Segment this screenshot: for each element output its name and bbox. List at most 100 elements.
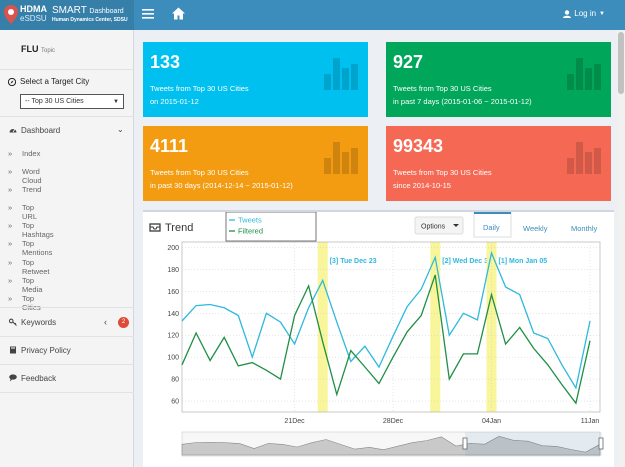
navigator-handle-left[interactable] <box>462 437 468 450</box>
sidebar-item-keywords[interactable]: Keywords ‹ <box>0 317 134 330</box>
x-tick-label: 11Jan <box>581 418 600 425</box>
bar-chart-icon <box>567 142 601 174</box>
tab-daily-label: Daily <box>483 223 500 232</box>
page-scrollbar[interactable] <box>617 30 625 467</box>
stat-box-month: 4111 Tweets from Top 30 US Cities in pas… <box>143 126 368 201</box>
book-icon <box>8 346 18 356</box>
map-pin-icon <box>4 5 18 24</box>
compass-icon <box>8 77 16 86</box>
highlight-label: [1] Mon Jan 05 <box>499 258 548 265</box>
city-select[interactable]: -- Top 30 US Cities ▼ <box>20 94 124 109</box>
navigator-handle-right[interactable] <box>598 437 604 450</box>
dashboard-icon <box>8 126 18 136</box>
y-tick-label: 120 <box>167 333 179 340</box>
caret-down-icon <box>453 224 459 227</box>
divider <box>0 364 134 365</box>
login-button[interactable]: Log in ▼ <box>563 9 605 18</box>
x-tick-label: 04Jan <box>482 418 501 425</box>
sidebar-item-privacy[interactable]: Privacy Policy <box>0 346 134 358</box>
stat-label: Tweets from Top 30 US Cities <box>393 84 492 93</box>
stat-period: in past 7 days (2015-01-06 ~ 2015-01-12) <box>393 97 532 106</box>
y-tick-label: 200 <box>167 245 179 252</box>
legend-label: Tweets <box>238 216 262 225</box>
angle-double-right-icon: » <box>8 276 13 285</box>
tab-weekly[interactable]: Weekly <box>523 224 548 233</box>
y-tick-label: 100 <box>167 355 179 362</box>
stat-label: Tweets from Top 30 US Cities <box>393 168 492 177</box>
sidebar: FLU Topic Select a Target City -- Top 30… <box>0 30 134 467</box>
x-tick-label: 28Dec <box>383 418 404 425</box>
user-icon <box>563 9 572 18</box>
angle-double-right-icon: » <box>8 203 13 212</box>
divider <box>0 116 134 117</box>
highlight-label: [3] Tue Dec 23 <box>330 258 377 265</box>
active-tab-indicator <box>474 212 511 214</box>
logo-text: HDMA <box>20 4 47 14</box>
top-navbar: HDMA eSDSU SMART Dashboard Human Dynamic… <box>0 0 625 30</box>
topic-title: FLU Topic <box>21 44 56 54</box>
angle-double-right-icon: » <box>8 294 13 303</box>
select-arrow-icon: ▼ <box>113 99 119 105</box>
stat-value: 133 <box>150 52 181 72</box>
scrollbar-thumb[interactable] <box>618 32 624 94</box>
app-subtitle: Human Dynamics Center, SDSU <box>52 17 128 23</box>
divider <box>0 307 134 308</box>
divider <box>0 336 134 337</box>
bar-chart-icon <box>324 142 358 174</box>
bar-chart-icon <box>324 58 358 90</box>
highlight-band <box>317 242 328 412</box>
sidebar-item-dashboard[interactable]: Dashboard ⌄ <box>0 125 134 138</box>
sidebar-item-feedback[interactable]: Feedback <box>0 374 134 386</box>
angle-double-right-icon: » <box>8 239 13 248</box>
logo-sub: eSDSU <box>20 14 47 23</box>
tab-monthly[interactable]: Monthly <box>571 224 598 233</box>
keywords-badge: 2 <box>118 317 129 328</box>
inbox-icon <box>149 223 161 232</box>
highlight-label: [2] Wed Dec 31 <box>442 258 492 265</box>
chevron-down-icon: ⌄ <box>117 125 124 134</box>
caret-down-icon: ▼ <box>599 10 605 17</box>
y-tick-label: 140 <box>167 311 179 318</box>
series-line-filtered <box>181 274 591 405</box>
options-button-label: Options <box>421 224 446 231</box>
x-tick-label: 21Dec <box>284 418 305 425</box>
options-button[interactable] <box>414 216 464 235</box>
y-tick-label: 80 <box>171 377 179 384</box>
y-tick-label: 180 <box>167 267 179 274</box>
chevron-left-icon: ‹ <box>104 317 107 327</box>
angle-double-right-icon: » <box>8 167 13 176</box>
navigator-area <box>181 435 601 456</box>
tab-daily[interactable] <box>473 212 512 238</box>
navigator-window <box>465 432 602 456</box>
stat-label: Tweets from Top 30 US Cities <box>150 168 249 177</box>
stat-value: 99343 <box>393 136 444 156</box>
series-line-tweets <box>181 250 591 390</box>
stat-value: 4111 <box>150 136 189 156</box>
y-tick-label: 60 <box>171 399 179 406</box>
brand[interactable]: HDMA eSDSU SMART Dashboard Human Dynamic… <box>0 0 134 30</box>
menu-toggle-icon[interactable] <box>142 8 154 20</box>
key-icon <box>8 318 18 328</box>
stat-period: in past 30 days (2014-12-14 ~ 2015-01-12… <box>150 181 293 190</box>
divider <box>0 69 134 70</box>
angle-double-right-icon: » <box>8 149 13 158</box>
stat-box-week: 927 Tweets from Top 30 US Cities in past… <box>386 42 611 117</box>
plot-frame <box>181 241 601 413</box>
y-tick-label: 160 <box>167 289 179 296</box>
stat-label: Tweets from Top 30 US Cities <box>150 84 249 93</box>
highlight-band <box>430 242 441 412</box>
home-icon[interactable] <box>172 7 185 20</box>
angle-double-right-icon: » <box>8 185 13 194</box>
angle-double-right-icon: » <box>8 258 13 267</box>
trend-title: Trend <box>165 222 193 234</box>
legend-label: Filtered <box>238 227 263 236</box>
comments-icon <box>8 374 18 384</box>
stat-period: on 2015-01-12 <box>150 97 199 106</box>
divider <box>0 392 134 393</box>
angle-double-right-icon: » <box>8 221 13 230</box>
trend-chart: Trend Options Daily Weekly Monthly [3] T… <box>149 212 604 457</box>
legend-box <box>225 212 317 242</box>
stat-period: since 2014-10-15 <box>393 181 451 190</box>
trend-panel: Trend Options Daily Weekly Monthly [3] T… <box>143 210 614 467</box>
bar-chart-icon <box>567 58 601 90</box>
